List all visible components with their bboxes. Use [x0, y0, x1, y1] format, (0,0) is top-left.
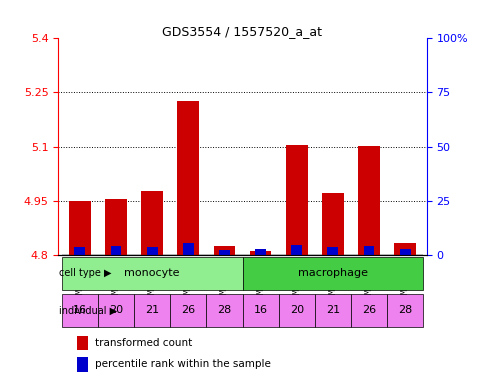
Bar — [327, 247, 337, 255]
Bar — [141, 191, 163, 255]
Bar — [278, 294, 314, 327]
Bar — [110, 246, 121, 255]
Bar — [182, 243, 193, 255]
Bar — [134, 294, 170, 327]
Bar — [76, 336, 88, 350]
Text: 26: 26 — [361, 305, 375, 315]
Bar — [75, 247, 85, 255]
Text: macrophage: macrophage — [297, 268, 367, 278]
Text: 28: 28 — [217, 305, 231, 315]
Bar — [357, 146, 379, 255]
Text: individual ▶: individual ▶ — [59, 305, 117, 315]
Bar — [350, 294, 386, 327]
Bar — [170, 294, 206, 327]
Bar — [147, 247, 157, 255]
Bar — [314, 294, 350, 327]
Bar — [399, 249, 409, 255]
Text: monocyte: monocyte — [124, 268, 180, 278]
Bar — [76, 358, 88, 372]
Text: 21: 21 — [325, 305, 339, 315]
Bar — [393, 243, 415, 255]
Bar — [242, 257, 423, 290]
Text: GDS3554 / 1557520_a_at: GDS3554 / 1557520_a_at — [162, 25, 322, 38]
Text: 20: 20 — [109, 305, 123, 315]
Bar — [386, 294, 423, 327]
Bar — [285, 146, 307, 255]
Text: 16: 16 — [253, 305, 267, 315]
Bar — [61, 257, 242, 290]
Text: cell type ▶: cell type ▶ — [59, 268, 111, 278]
Bar — [98, 294, 134, 327]
Bar — [321, 194, 343, 255]
Bar — [206, 294, 242, 327]
Bar — [105, 199, 127, 255]
Text: 26: 26 — [181, 305, 195, 315]
Bar — [69, 200, 91, 255]
Bar — [219, 250, 229, 255]
Bar — [242, 294, 278, 327]
Text: 28: 28 — [397, 305, 411, 315]
Bar — [213, 246, 235, 255]
Bar — [61, 294, 98, 327]
Bar — [249, 251, 271, 255]
Bar — [177, 101, 199, 255]
Text: percentile rank within the sample: percentile rank within the sample — [95, 359, 271, 369]
Text: 20: 20 — [289, 305, 303, 315]
Bar — [291, 245, 302, 255]
Text: 21: 21 — [145, 305, 159, 315]
Text: transformed count: transformed count — [95, 338, 192, 348]
Bar — [255, 249, 265, 255]
Bar — [363, 246, 374, 255]
Text: 16: 16 — [73, 305, 87, 315]
